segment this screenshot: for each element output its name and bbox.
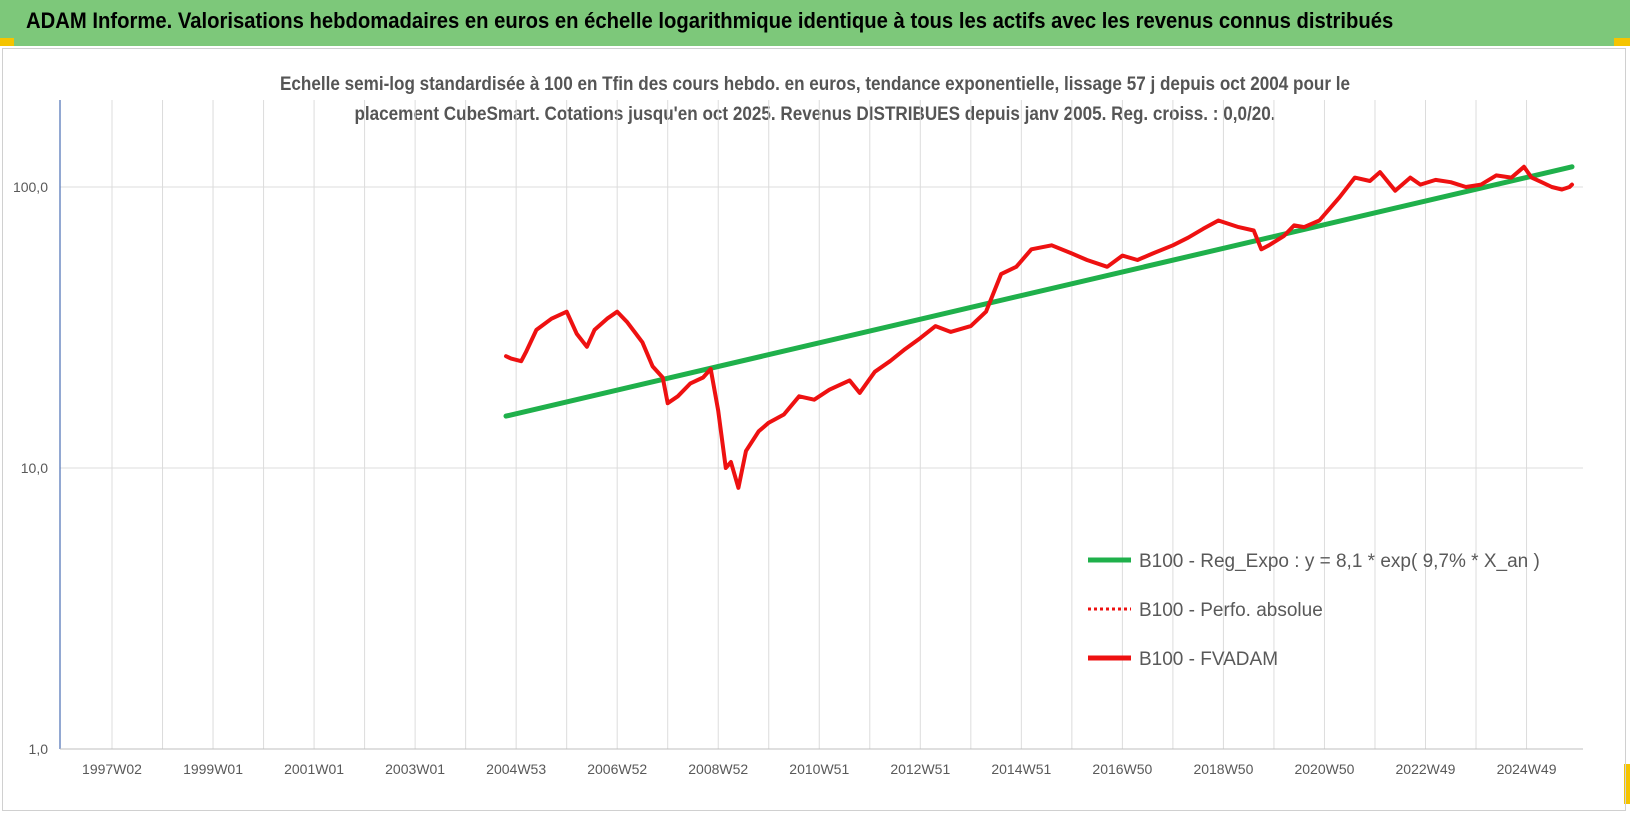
x-tick-label: 2003W01 bbox=[385, 761, 445, 777]
header-banner: ADAM Informe. Valorisations hebdomadaire… bbox=[0, 0, 1630, 46]
legend-label: B100 - FVADAM bbox=[1139, 649, 1278, 670]
x-tick-label: 2004W53 bbox=[486, 761, 546, 777]
grid bbox=[60, 100, 1583, 750]
x-tick-label: 2012W51 bbox=[890, 761, 950, 777]
x-tick-label: 2008W52 bbox=[688, 761, 748, 777]
legend-label: B100 - Reg_Expo : y = 8,1 * exp( 9,7% * … bbox=[1139, 551, 1540, 572]
x-tick-label: 2018W50 bbox=[1193, 761, 1253, 777]
x-tick-label: 2016W50 bbox=[1092, 761, 1152, 777]
banner-title: ADAM Informe. Valorisations hebdomadaire… bbox=[26, 8, 1394, 33]
x-tick-label: 2022W49 bbox=[1396, 761, 1456, 777]
x-tick-label: 1999W01 bbox=[183, 761, 243, 777]
series bbox=[503, 164, 1575, 490]
corner-marker-top-left bbox=[0, 38, 14, 46]
legend-label: B100 - Perfo. absolue bbox=[1139, 600, 1323, 621]
chart-title-line-2: placement CubeSmart. Cotations jusqu'en … bbox=[354, 104, 1276, 125]
y-tick-label: 1,0 bbox=[29, 741, 49, 757]
legend: B100 - Reg_Expo : y = 8,1 * exp( 9,7% * … bbox=[1088, 551, 1540, 670]
chart-title: Echelle semi-log standardisée à 100 en T… bbox=[253, 70, 1378, 130]
y-tick-label: 10,0 bbox=[21, 460, 48, 476]
price-line bbox=[504, 164, 1574, 490]
axes: 1,0 10,0 100,0 1997W02 1999W01 2001W01 2003W01… bbox=[13, 100, 1583, 777]
chart-title-line-1: Echelle semi-log standardisée à 100 en T… bbox=[279, 74, 1351, 95]
chart-area bbox=[2, 48, 1626, 811]
x-tick-label: 2014W51 bbox=[991, 761, 1051, 777]
y-tick-label: 100,0 bbox=[13, 179, 48, 195]
x-tick-label: 1997W02 bbox=[82, 761, 142, 777]
x-tick-label: 2024W49 bbox=[1497, 761, 1557, 777]
x-tick-label: 2006W52 bbox=[587, 761, 647, 777]
x-tick-label: 2010W51 bbox=[789, 761, 849, 777]
corner-marker-top-right bbox=[1614, 38, 1630, 46]
corner-marker-bottom-right bbox=[1624, 764, 1630, 804]
trend-line bbox=[503, 164, 1575, 419]
x-tick-label: 2001W01 bbox=[284, 761, 344, 777]
x-tick-label: 2020W50 bbox=[1294, 761, 1354, 777]
